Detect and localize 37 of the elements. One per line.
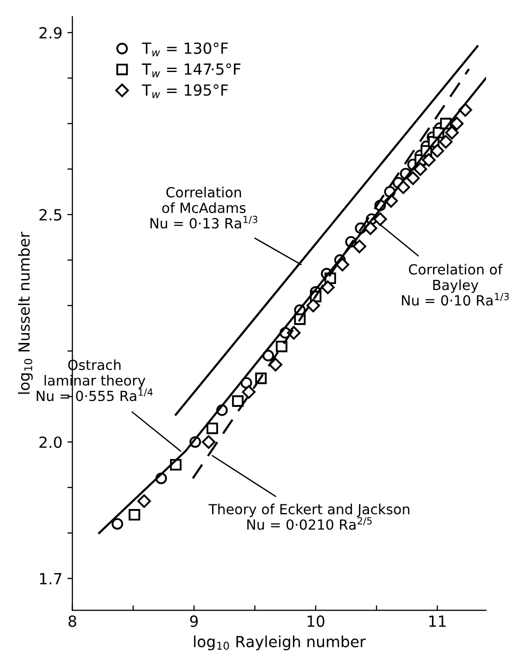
y-tick-label: 2.9 bbox=[39, 27, 62, 39]
point bbox=[128, 509, 140, 521]
annotation: Theory of Eckert and Jackson Nu = 0·0210 Ra$^{2/5}$ bbox=[208, 504, 410, 530]
point bbox=[373, 212, 387, 226]
point bbox=[439, 134, 453, 149]
y-axis-title: log$_{10}$ Nusselt number bbox=[18, 232, 33, 394]
annotation: Correlation of Bayley Nu = 0·10 Ra$^{1/3}$ bbox=[402, 264, 509, 306]
point bbox=[232, 395, 244, 407]
point bbox=[321, 280, 335, 294]
point bbox=[450, 116, 464, 130]
x-tick-label: 10 bbox=[308, 615, 324, 627]
point bbox=[336, 258, 350, 272]
annotation: Correlation of McAdams Nu = 0·13 Ra$^{1/3}$ bbox=[150, 186, 258, 229]
point bbox=[206, 422, 218, 434]
x-tick-label: 11 bbox=[429, 616, 446, 627]
x-axis-title: log$_{10}$ Rayleigh number bbox=[194, 636, 366, 650]
y-tick-label: 2.5 bbox=[39, 209, 62, 221]
point bbox=[242, 385, 256, 399]
legend-label: T$_{w}$ = 147·5°F bbox=[142, 63, 240, 78]
point bbox=[406, 171, 420, 185]
x-tick-label: 9 bbox=[190, 615, 198, 627]
legend-label: T$_{w}$ = 195°F bbox=[142, 84, 228, 98]
point bbox=[276, 340, 288, 352]
point bbox=[352, 240, 366, 254]
x-tick-label: 8 bbox=[68, 615, 76, 627]
y-tick-label: 2.0 bbox=[39, 436, 62, 448]
point bbox=[306, 298, 320, 312]
point bbox=[422, 153, 436, 167]
y-tick-label: 1.7 bbox=[40, 573, 62, 584]
point bbox=[137, 494, 151, 508]
point bbox=[112, 518, 124, 530]
point bbox=[445, 126, 459, 140]
point bbox=[430, 144, 444, 158]
point bbox=[268, 358, 282, 372]
legend-label: T$_{w}$ = 130°F bbox=[142, 42, 228, 56]
point bbox=[202, 435, 216, 449]
point bbox=[413, 162, 428, 176]
